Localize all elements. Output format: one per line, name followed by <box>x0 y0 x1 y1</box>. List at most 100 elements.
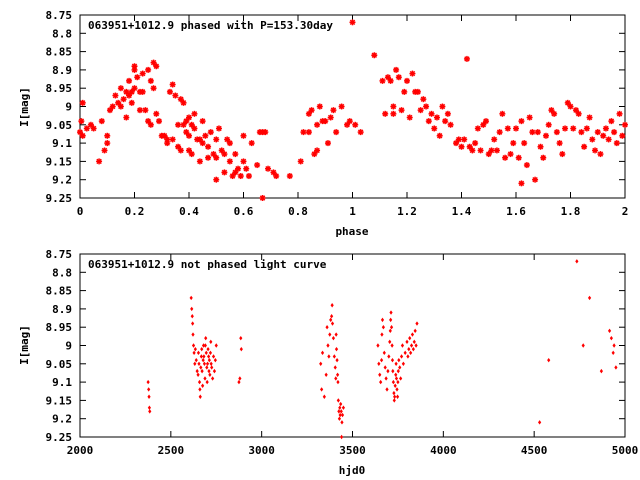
data-point <box>498 110 507 118</box>
data-point <box>602 124 610 133</box>
data-point <box>394 376 399 381</box>
x-tick-label: 2500 <box>158 444 185 457</box>
data-point <box>237 172 245 180</box>
data-point <box>324 139 332 147</box>
data-point <box>258 194 267 202</box>
data-point <box>555 139 564 147</box>
data-point <box>307 106 316 114</box>
data-point <box>330 303 334 308</box>
data-point <box>544 121 553 129</box>
data-point <box>198 394 202 399</box>
data-point <box>414 343 418 348</box>
data-point <box>427 110 436 118</box>
data-point <box>327 354 331 359</box>
data-point <box>604 135 613 144</box>
data-point <box>264 164 272 173</box>
data-point <box>444 110 452 118</box>
data-point <box>89 124 98 133</box>
data-point <box>382 350 386 356</box>
data-point <box>329 317 333 323</box>
data-point <box>239 346 243 352</box>
y-ticks-unphased: 8.75 8.8 8.85 8.9 8.95 9 9.05 9.1 9.15 9.2 9.25 <box>46 248 625 444</box>
data-point <box>403 77 411 85</box>
data-point <box>476 146 485 155</box>
data-point <box>133 73 141 81</box>
data-point <box>531 175 539 184</box>
y-tick-label: 8.75 <box>46 248 73 261</box>
data-point <box>334 332 338 337</box>
data-point <box>336 379 340 385</box>
data-point <box>514 153 523 162</box>
data-point <box>326 343 330 348</box>
data-point <box>455 135 463 144</box>
data-point <box>528 128 537 136</box>
data-point <box>179 99 188 107</box>
data-point <box>208 372 212 377</box>
x-tick-label: 3500 <box>339 444 366 457</box>
data-point <box>574 110 583 118</box>
plot-frame-unphased <box>79 253 626 438</box>
data-point <box>191 332 195 337</box>
data-point <box>206 346 210 352</box>
x-tick-label: 4000 <box>430 444 457 457</box>
data-point <box>231 150 240 158</box>
data-point <box>569 124 577 133</box>
data-point <box>174 121 182 129</box>
data-point <box>200 368 204 374</box>
chart-title-phased: 063951+1012.9 phased with P=153.30day <box>88 19 333 32</box>
data-point <box>490 135 498 144</box>
data-point <box>611 350 615 356</box>
data-point <box>614 365 618 370</box>
data-point <box>425 117 433 125</box>
data-point <box>446 121 455 129</box>
data-point <box>201 383 205 388</box>
data-point <box>193 346 197 352</box>
x-tick-label: 2 <box>622 205 629 218</box>
data-point <box>408 335 412 341</box>
data-point <box>337 416 342 421</box>
y-tick-label: 8.75 <box>46 9 73 22</box>
data-point <box>613 139 621 147</box>
data-point <box>171 91 180 100</box>
data-point <box>191 343 196 348</box>
data-point <box>192 350 196 356</box>
data-point <box>190 110 199 118</box>
data-point <box>325 325 329 330</box>
data-point <box>147 405 151 410</box>
data-point <box>585 113 594 122</box>
data-point <box>415 321 419 326</box>
data-point <box>376 343 380 348</box>
data-point <box>378 77 387 85</box>
x-tick-label: 1 <box>349 205 356 218</box>
data-point <box>209 339 213 345</box>
data-point <box>610 128 618 136</box>
y-tick-label: 9.25 <box>46 431 73 444</box>
data-point <box>147 387 151 392</box>
data-point <box>332 354 336 359</box>
data-point <box>337 102 346 111</box>
data-point <box>591 146 599 155</box>
data-point <box>313 121 321 129</box>
data-point <box>149 84 158 92</box>
data-point <box>330 314 334 319</box>
data-point <box>197 361 201 366</box>
data-point <box>213 357 217 363</box>
data-point <box>204 350 208 356</box>
data-point <box>389 110 398 118</box>
data-point <box>391 379 395 385</box>
data-point <box>316 102 324 111</box>
x-tick-label: 3000 <box>248 444 275 457</box>
data-point <box>320 387 324 392</box>
data-point <box>389 325 394 330</box>
data-point <box>147 77 155 85</box>
data-point <box>148 409 152 414</box>
data-point <box>239 335 243 341</box>
data-point <box>474 124 482 133</box>
data-point <box>599 368 603 374</box>
data-point <box>320 350 325 356</box>
data-point <box>558 150 567 158</box>
data-point <box>390 357 395 363</box>
x-tick-label: 0.2 <box>125 205 145 218</box>
